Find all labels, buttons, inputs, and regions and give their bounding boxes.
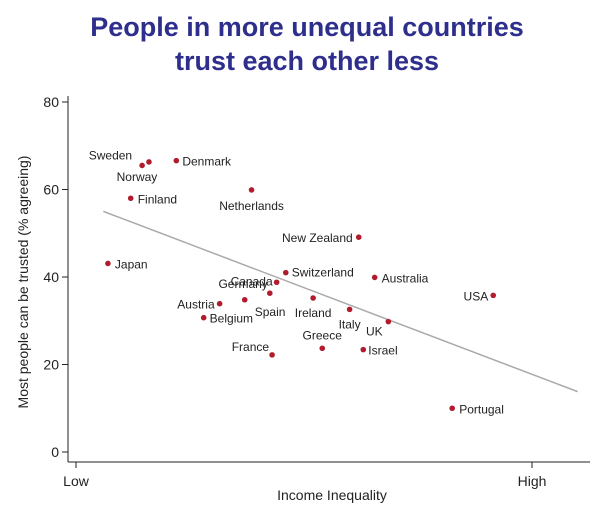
point-label-netherlands: Netherlands (219, 199, 284, 213)
point-labels: Sweden Norway Denmark Finland Netherlands Jap… (89, 148, 504, 416)
chart-title-line-1: People in more unequal countries (90, 12, 524, 42)
data-point-switzerland (282, 269, 289, 276)
data-point-japan (105, 260, 111, 267)
chart-title: People in more unequal countries trust e… (0, 10, 614, 78)
data-points (105, 157, 497, 412)
chart-title-line-2: trust each other less (174, 46, 440, 76)
data-point-greece (319, 345, 326, 352)
point-label-belgium: Belgium (210, 312, 253, 326)
point-label-new-zealand: New Zealand (282, 231, 353, 245)
data-point-portugal (449, 405, 456, 412)
y-ticks: 0 20 40 60 80 (43, 94, 68, 460)
x-tick-label: Low (63, 473, 90, 489)
data-point-new-zealand (355, 234, 362, 240)
point-label-austria: Austria (177, 298, 215, 312)
data-point-israel (360, 346, 367, 353)
data-point-italy (346, 306, 353, 313)
y-tick-label: 0 (51, 444, 59, 460)
axes (67, 96, 590, 463)
x-axis-label: Income Inequality (277, 487, 387, 503)
data-point-usa (490, 292, 497, 299)
data-point-ireland (310, 295, 316, 301)
data-point-france (269, 352, 275, 358)
point-label-italy: Italy (339, 317, 361, 331)
data-point-belgium (200, 314, 207, 321)
point-label-denmark: Denmark (182, 155, 232, 169)
y-tick-label: 60 (43, 182, 59, 198)
point-label-israel: Israel (368, 344, 397, 358)
point-label-canada: Canada (231, 274, 273, 288)
point-label-france: France (232, 340, 270, 354)
point-label-uk: UK (366, 325, 383, 339)
data-point-norway (146, 159, 152, 165)
data-point-netherlands (248, 187, 255, 193)
data-point-canada (273, 279, 280, 286)
data-point-denmark (173, 157, 180, 164)
data-point-australia (371, 274, 378, 281)
point-label-spain: Spain (255, 305, 286, 319)
point-label-japan: Japan (115, 257, 148, 271)
point-label-greece: Greece (303, 328, 343, 342)
point-label-sweden: Sweden (89, 148, 132, 162)
data-point-uk (385, 318, 392, 325)
point-label-ireland: Ireland (295, 306, 332, 320)
point-label-switzerland: Switzerland (292, 266, 354, 280)
data-point-germany (267, 290, 273, 296)
data-point-sweden (139, 162, 145, 169)
point-label-finland: Finland (138, 192, 177, 206)
y-tick-label: 20 (43, 357, 59, 373)
x-ticks: Low High (63, 462, 546, 489)
data-point-austria (216, 300, 223, 307)
point-label-usa: USA (464, 289, 489, 303)
x-tick-label: High (518, 473, 547, 489)
data-point-spain (241, 296, 248, 303)
y-tick-label: 40 (43, 269, 59, 285)
trend-line (103, 210, 578, 393)
point-label-germany: Germany (218, 277, 267, 291)
point-label-norway: Norway (117, 170, 158, 184)
y-axis-label: Most people can be trusted (% agreeing) (15, 156, 31, 409)
point-label-portugal: Portugal (459, 402, 504, 416)
point-label-australia: Australia (382, 271, 429, 285)
y-tick-label: 80 (43, 94, 59, 110)
data-point-finland (127, 195, 134, 202)
